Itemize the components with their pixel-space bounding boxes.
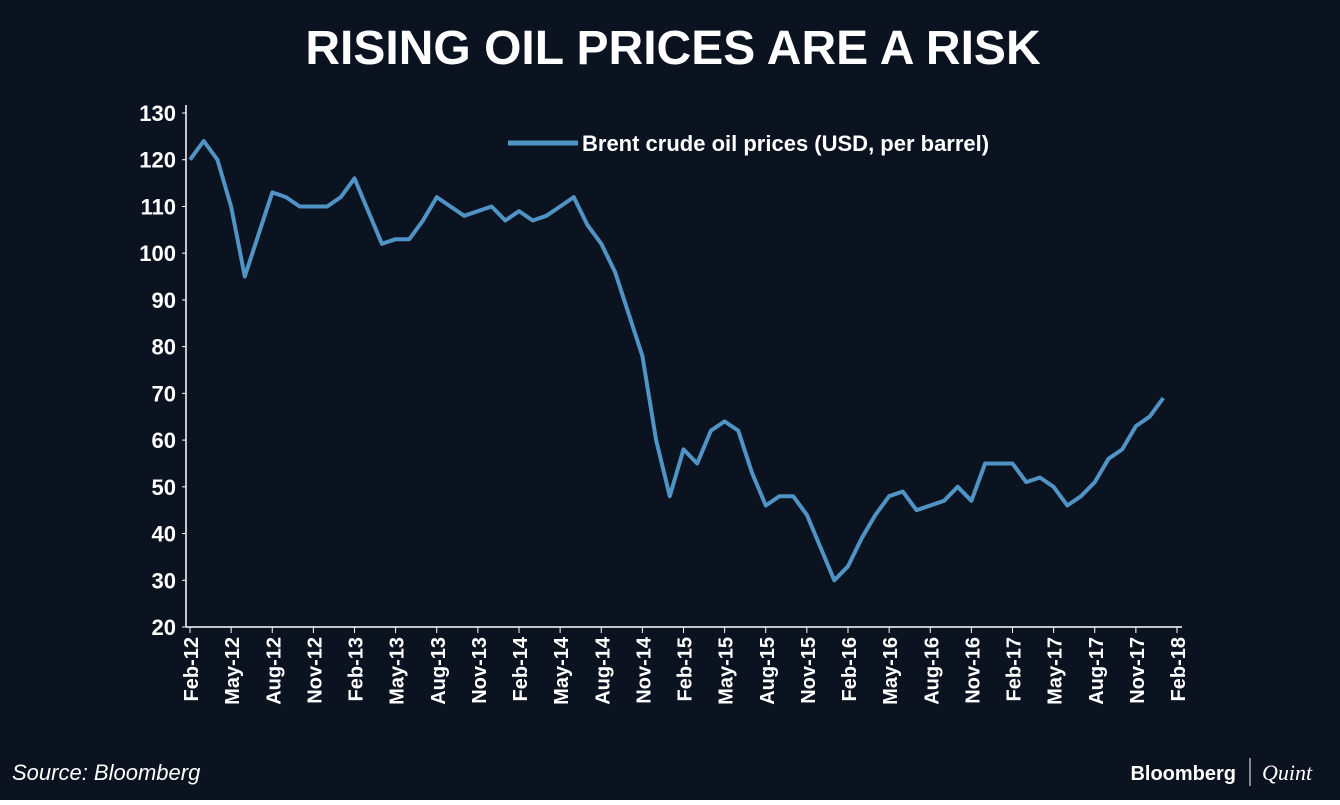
chart-title: RISING OIL PRICES ARE A RISK: [305, 22, 1041, 75]
x-tick-label: Feb-14: [510, 636, 532, 701]
y-tick-label: 100: [139, 241, 176, 266]
y-tick-label: 80: [152, 335, 176, 360]
x-tick-label: Nov-15: [798, 637, 820, 704]
x-tick-label: Feb-13: [346, 637, 368, 701]
x-tick-label: May-16: [880, 637, 902, 705]
source: Source: Bloomberg: [12, 760, 201, 785]
y-tick-label: 50: [152, 475, 176, 500]
x-tick-label: Feb-17: [1004, 637, 1026, 701]
x-tick-label: May-12: [222, 637, 244, 705]
y-tick-label: 110: [141, 194, 177, 219]
price-line: [188, 139, 1165, 583]
y-tick-label: 60: [152, 428, 176, 453]
y-tick-label: 90: [152, 288, 176, 313]
x-tick-label: Nov-16: [962, 637, 984, 704]
x-tick-label: Aug-14: [592, 636, 614, 705]
x-tick-label: Aug-17: [1086, 637, 1108, 705]
x-tick-label: May-15: [716, 637, 738, 705]
x-tick-label: Feb-12: [181, 637, 203, 701]
brand-bloomberg: Bloomberg: [1130, 763, 1236, 785]
x-tick-label: May-14: [551, 636, 573, 705]
legend-label: Brent crude oil prices (USD, per barrel): [582, 131, 989, 156]
y-tick-label: 130: [139, 101, 176, 126]
x-tick-label: Aug-15: [757, 637, 779, 705]
y-tick-label: 40: [152, 522, 176, 547]
x-tick-label: Aug-12: [263, 637, 285, 705]
x-tick-label: May-13: [387, 637, 409, 705]
brand-quint: Quint: [1262, 760, 1313, 785]
y-tick-label: 70: [152, 381, 176, 406]
x-tick-label: Feb-18: [1168, 637, 1190, 701]
y-tick-label: 30: [152, 568, 176, 593]
x-tick-label: Nov-17: [1127, 637, 1149, 704]
x-tick-label: Nov-13: [469, 637, 491, 704]
y-tick-label: 120: [139, 148, 176, 173]
x-tick-label: May-17: [1045, 637, 1067, 705]
x-tick-label: Nov-14: [633, 636, 655, 704]
x-tick-label: Aug-13: [428, 637, 450, 705]
x-tick-label: Feb-16: [839, 637, 861, 701]
y-tick-label: 20: [152, 615, 176, 640]
x-tick-label: Feb-15: [675, 637, 697, 701]
x-tick-label: Nov-12: [304, 637, 326, 704]
x-tick-label: Aug-16: [921, 637, 943, 705]
